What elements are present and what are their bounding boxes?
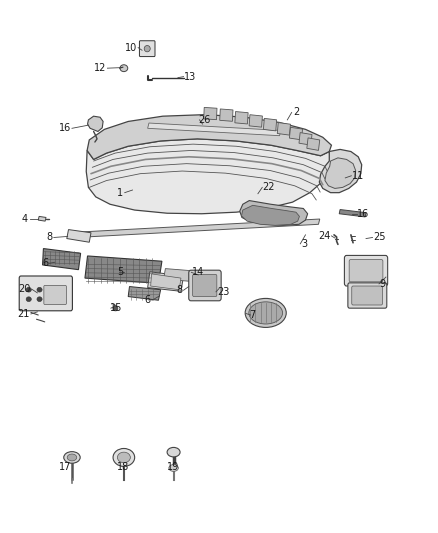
Text: 8: 8 <box>46 232 53 243</box>
Ellipse shape <box>67 454 77 461</box>
Polygon shape <box>307 138 320 150</box>
Ellipse shape <box>120 64 128 71</box>
Polygon shape <box>88 116 103 132</box>
Polygon shape <box>128 287 161 300</box>
Text: 13: 13 <box>184 71 197 82</box>
Polygon shape <box>42 248 81 270</box>
Ellipse shape <box>37 287 42 292</box>
Text: 11: 11 <box>352 171 364 181</box>
Text: 9: 9 <box>380 279 386 289</box>
Ellipse shape <box>26 297 32 302</box>
Text: 1: 1 <box>117 188 123 198</box>
Polygon shape <box>325 158 356 189</box>
Text: 5: 5 <box>117 267 124 277</box>
Polygon shape <box>38 216 46 221</box>
Ellipse shape <box>117 452 131 463</box>
Text: 10: 10 <box>124 43 137 53</box>
Polygon shape <box>299 133 312 145</box>
Text: 22: 22 <box>262 182 275 192</box>
Text: 20: 20 <box>18 284 31 294</box>
Ellipse shape <box>26 287 32 292</box>
Polygon shape <box>86 139 331 214</box>
Polygon shape <box>76 219 320 238</box>
FancyBboxPatch shape <box>352 286 382 305</box>
Text: 24: 24 <box>318 231 331 241</box>
Ellipse shape <box>245 298 286 327</box>
FancyBboxPatch shape <box>19 276 72 311</box>
Text: 16: 16 <box>357 209 370 219</box>
Polygon shape <box>148 123 281 136</box>
Ellipse shape <box>167 447 180 457</box>
FancyBboxPatch shape <box>193 274 217 296</box>
Polygon shape <box>151 274 181 290</box>
Text: 6: 6 <box>42 259 48 268</box>
Text: 26: 26 <box>198 115 211 125</box>
Text: 4: 4 <box>22 214 28 224</box>
Polygon shape <box>67 230 91 242</box>
Ellipse shape <box>169 465 178 471</box>
Ellipse shape <box>113 448 134 466</box>
Polygon shape <box>290 127 303 140</box>
Polygon shape <box>263 118 277 131</box>
FancyBboxPatch shape <box>189 270 221 301</box>
Text: 17: 17 <box>59 462 72 472</box>
Text: 23: 23 <box>217 287 229 297</box>
Ellipse shape <box>64 451 80 463</box>
Text: 21: 21 <box>17 309 30 319</box>
Text: 12: 12 <box>94 63 106 73</box>
Polygon shape <box>241 205 300 225</box>
Polygon shape <box>164 269 218 284</box>
Text: 14: 14 <box>192 268 205 277</box>
Polygon shape <box>319 149 362 192</box>
Polygon shape <box>240 200 307 225</box>
Polygon shape <box>235 111 248 124</box>
Text: 25: 25 <box>373 232 386 243</box>
Text: 8: 8 <box>176 285 182 295</box>
Polygon shape <box>85 256 162 284</box>
Polygon shape <box>249 115 262 127</box>
Text: 16: 16 <box>59 123 71 133</box>
Polygon shape <box>339 209 366 217</box>
Ellipse shape <box>144 45 150 52</box>
Ellipse shape <box>249 302 283 324</box>
Text: 6: 6 <box>145 295 151 305</box>
Text: 15: 15 <box>110 303 122 313</box>
Text: 19: 19 <box>166 462 179 472</box>
Polygon shape <box>277 123 290 135</box>
FancyBboxPatch shape <box>139 41 155 56</box>
Text: 2: 2 <box>293 108 300 117</box>
Polygon shape <box>148 272 184 292</box>
FancyBboxPatch shape <box>44 286 66 304</box>
Polygon shape <box>204 108 217 120</box>
Text: 18: 18 <box>117 462 129 472</box>
Text: 7: 7 <box>249 310 255 320</box>
FancyBboxPatch shape <box>344 255 388 286</box>
Text: 3: 3 <box>301 239 307 249</box>
Polygon shape <box>87 115 332 159</box>
FancyBboxPatch shape <box>349 260 383 282</box>
FancyBboxPatch shape <box>348 283 387 308</box>
Ellipse shape <box>37 297 42 302</box>
Polygon shape <box>220 109 233 122</box>
